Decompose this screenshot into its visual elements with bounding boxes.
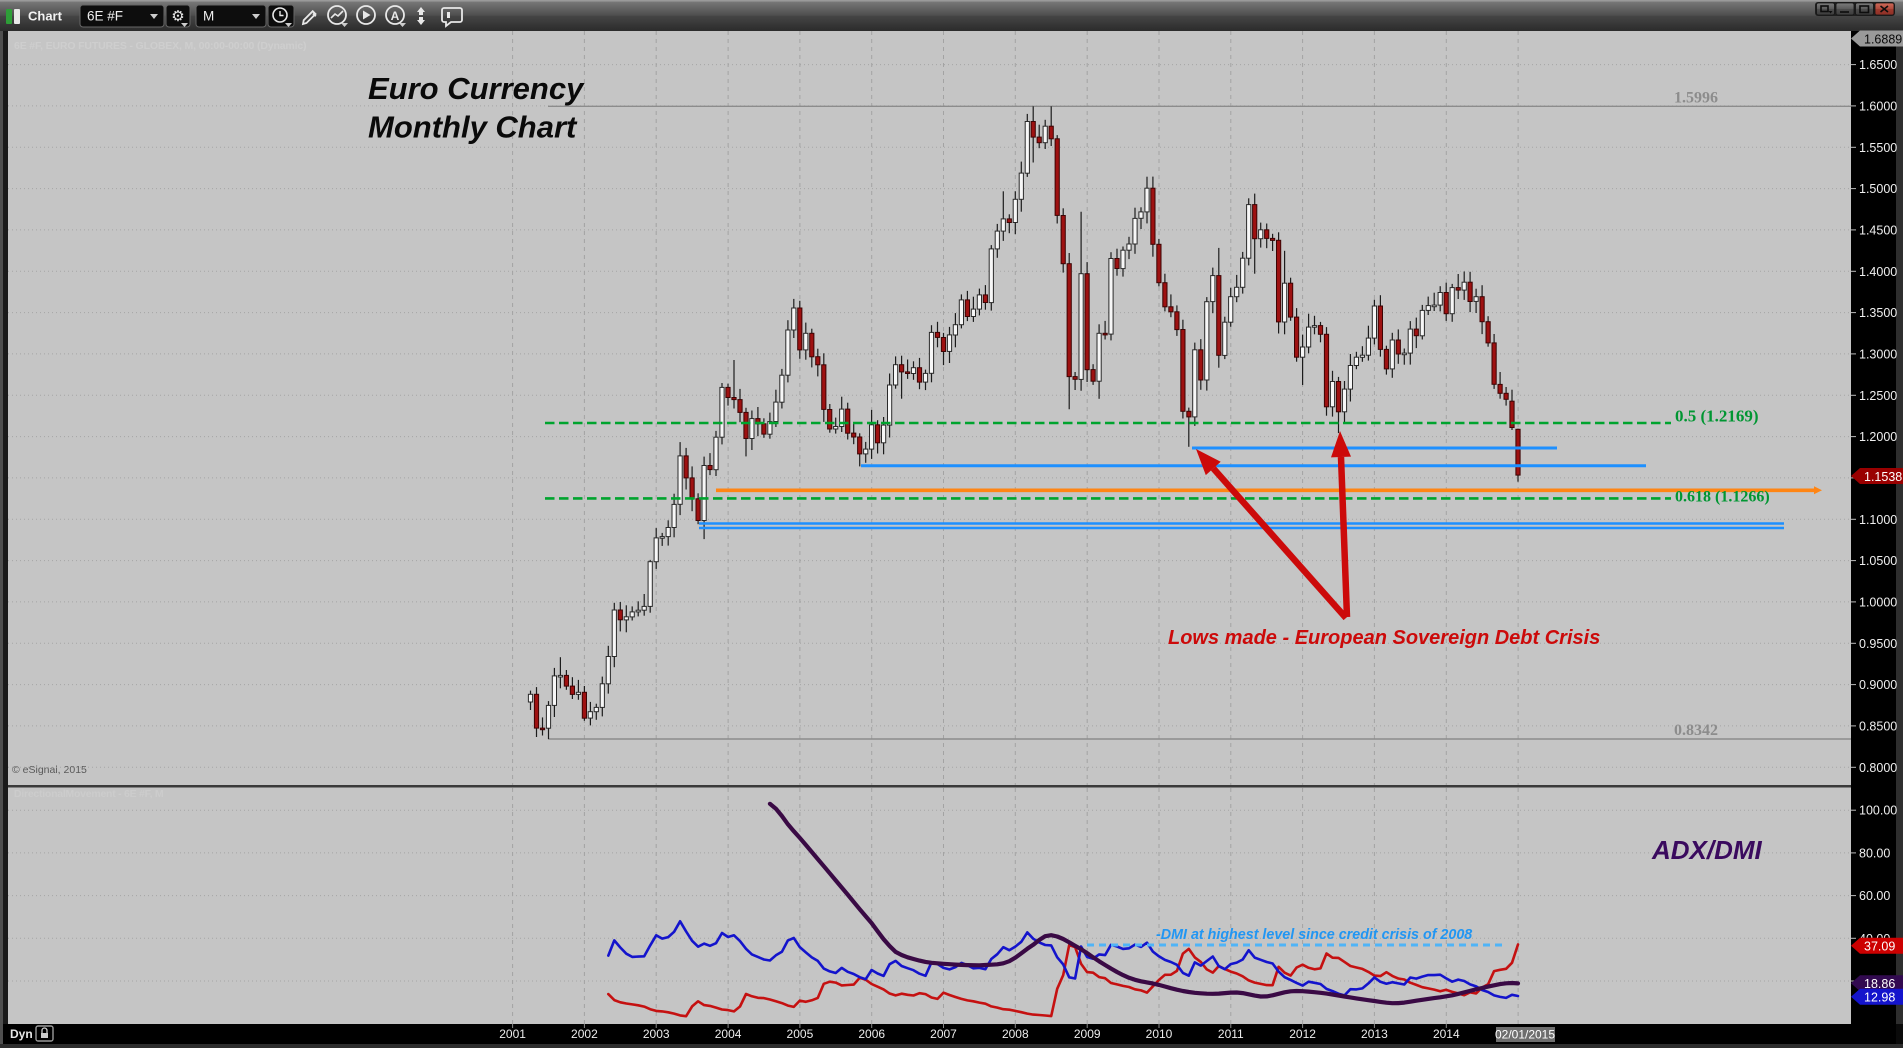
svg-text:1.4500: 1.4500 xyxy=(1859,223,1897,237)
svg-text:2001: 2001 xyxy=(499,1027,526,1041)
svg-text:1.6500: 1.6500 xyxy=(1859,58,1897,72)
svg-text:2005: 2005 xyxy=(787,1027,814,1041)
svg-text:0.618 (1.1266): 0.618 (1.1266) xyxy=(1675,489,1770,506)
svg-text:2008: 2008 xyxy=(1002,1027,1029,1041)
svg-text:0.8000: 0.8000 xyxy=(1859,761,1897,775)
svg-text:2009: 2009 xyxy=(1074,1027,1101,1041)
svg-text:© eSignal, 2015: © eSignal, 2015 xyxy=(12,764,87,776)
svg-text:37.09: 37.09 xyxy=(1864,940,1895,954)
svg-text:2013: 2013 xyxy=(1361,1027,1388,1041)
svg-text:1.2000: 1.2000 xyxy=(1859,430,1897,444)
svg-text:1.3500: 1.3500 xyxy=(1859,306,1897,320)
svg-text:1.3000: 1.3000 xyxy=(1859,347,1897,361)
svg-text:60.00: 60.00 xyxy=(1859,889,1890,903)
svg-text:1.1000: 1.1000 xyxy=(1859,513,1897,527)
svg-text:6E #F: 6E #F xyxy=(87,9,123,24)
svg-text:12.98: 12.98 xyxy=(1864,991,1895,1005)
svg-text:1.0000: 1.0000 xyxy=(1859,595,1897,609)
svg-text:2014: 2014 xyxy=(1433,1027,1460,1041)
svg-text:02/01/2015: 02/01/2015 xyxy=(1495,1028,1555,1042)
svg-text:DirectionalMovement - 6E #F, M: DirectionalMovement - 6E #F, M xyxy=(14,788,164,800)
svg-text:2007: 2007 xyxy=(930,1027,957,1041)
svg-text:0.5 (1.2169): 0.5 (1.2169) xyxy=(1675,407,1759,426)
svg-text:Euro Currency: Euro Currency xyxy=(368,71,585,106)
svg-text:1.1538: 1.1538 xyxy=(1864,470,1902,484)
svg-text:100.00: 100.00 xyxy=(1859,804,1897,818)
svg-text:A: A xyxy=(391,9,400,23)
svg-text:0.9000: 0.9000 xyxy=(1859,678,1897,692)
svg-text:ADX/DMI: ADX/DMI xyxy=(1651,835,1763,865)
svg-text:1.5996: 1.5996 xyxy=(1674,89,1718,106)
svg-text:Dyn: Dyn xyxy=(10,1027,33,1041)
svg-text:2012: 2012 xyxy=(1289,1027,1316,1041)
svg-text:2004: 2004 xyxy=(715,1027,742,1041)
svg-text:Monthly Chart: Monthly Chart xyxy=(368,110,578,145)
svg-text:2010: 2010 xyxy=(1146,1027,1173,1041)
svg-text:80.00: 80.00 xyxy=(1859,846,1890,860)
svg-text:1.2500: 1.2500 xyxy=(1859,389,1897,403)
svg-text:2011: 2011 xyxy=(1218,1027,1244,1041)
svg-text:-DMI at highest level since cr: -DMI at highest level since credit crisi… xyxy=(1156,927,1472,943)
svg-text:M: M xyxy=(203,9,214,24)
svg-text:1.5000: 1.5000 xyxy=(1859,182,1897,196)
svg-text:1.6889: 1.6889 xyxy=(1864,32,1902,46)
svg-text:⚙: ⚙ xyxy=(171,9,184,25)
svg-text:18.86: 18.86 xyxy=(1864,977,1895,991)
svg-text:Chart: Chart xyxy=(28,9,63,24)
svg-text:0.9500: 0.9500 xyxy=(1859,637,1897,651)
svg-text:Lows made - European Sovereign: Lows made - European Sovereign Debt Cris… xyxy=(1168,627,1600,649)
svg-text:0.8500: 0.8500 xyxy=(1859,719,1897,733)
svg-text:1.0500: 1.0500 xyxy=(1859,554,1897,568)
svg-text:2002: 2002 xyxy=(571,1027,598,1041)
svg-text:1.4000: 1.4000 xyxy=(1859,265,1897,279)
svg-text:2003: 2003 xyxy=(643,1027,670,1041)
svg-text:2006: 2006 xyxy=(858,1027,885,1041)
svg-text:1.5500: 1.5500 xyxy=(1859,141,1897,155)
svg-text:6E #F, EURO FUTURES - GLOBEX,: 6E #F, EURO FUTURES - GLOBEX, M, 00:00-0… xyxy=(14,40,306,52)
svg-text:1.6000: 1.6000 xyxy=(1859,99,1897,113)
svg-text:0.8342: 0.8342 xyxy=(1674,722,1718,739)
